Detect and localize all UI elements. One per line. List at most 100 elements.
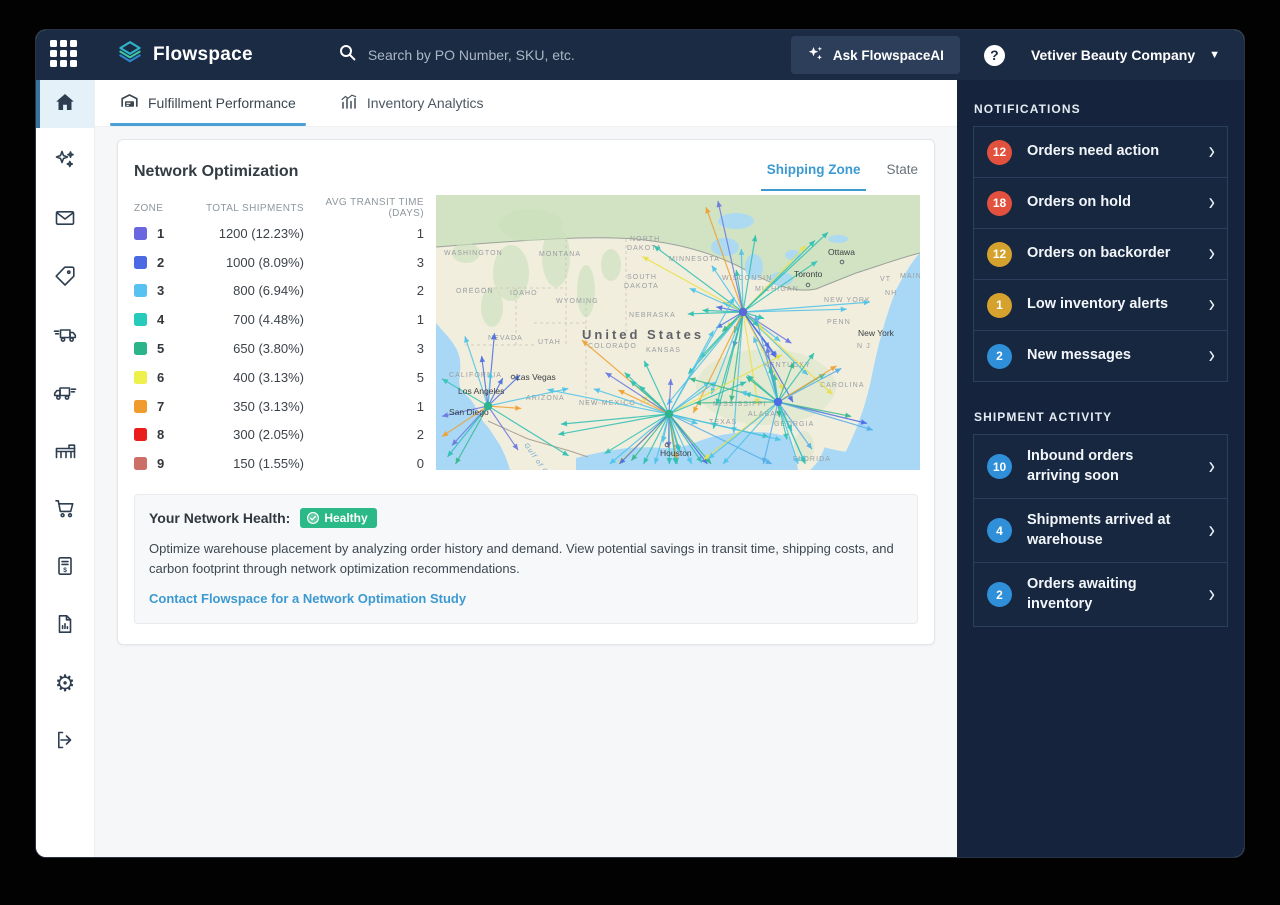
- zone-table: ZONETOTAL SHIPMENTSAVG TRANSIT TIME (DAY…: [134, 195, 424, 478]
- count-badge: 2: [987, 582, 1012, 607]
- app-window: Flowspace Search by PO Number, SKU, etc.…: [36, 30, 1244, 857]
- sidebar-item-mail[interactable]: [36, 196, 94, 244]
- sparkle-icon: [807, 45, 824, 65]
- notification-item[interactable]: 12Orders need action›: [973, 126, 1228, 178]
- sidebar-item-home[interactable]: [36, 80, 94, 128]
- shipment-activity-item[interactable]: 10Inbound orders arriving soon›: [973, 434, 1228, 499]
- zone-table-row[interactable]: 9150 (1.55%)0: [134, 449, 424, 478]
- shipment-activity-item[interactable]: 4Shipments arrived at warehouse›: [973, 498, 1228, 563]
- company-name: Vetiver Beauty Company: [1031, 47, 1195, 63]
- zone-number: 1: [157, 226, 164, 241]
- notifications-heading: NOTIFICATIONS: [974, 102, 1228, 116]
- sparkles-icon: [53, 148, 77, 177]
- sidebar-item-truck-outbound[interactable]: [36, 312, 94, 360]
- zone-number: 6: [157, 370, 164, 385]
- zone-number: 4: [157, 312, 164, 327]
- notification-item[interactable]: 18Orders on hold›: [973, 177, 1228, 229]
- map-state-label: WASHINGTON: [444, 250, 503, 257]
- map-state-label: UTAH: [538, 339, 561, 346]
- company-selector[interactable]: Vetiver Beauty Company ▼: [1031, 47, 1220, 63]
- item-label: Low inventory alerts: [1027, 295, 1185, 315]
- map-state-label: DAKOTA: [624, 283, 659, 290]
- item-label: Shipments arrived at warehouse: [1027, 511, 1185, 550]
- zone-color-swatch: [134, 400, 147, 413]
- shipment-activity-list: 10Inbound orders arriving soon›4Shipment…: [973, 434, 1228, 627]
- chevron-right-icon: ›: [1209, 189, 1215, 218]
- notification-item[interactable]: 2New messages›: [973, 330, 1228, 382]
- zone-table-row[interactable]: 3800 (6.94%)2: [134, 277, 424, 306]
- sidebar-item-cart[interactable]: [36, 486, 94, 534]
- zone-table-row[interactable]: 21000 (8.09%)3: [134, 248, 424, 277]
- chevron-right-icon: ›: [1209, 291, 1215, 320]
- item-label: Orders awaiting inventory: [1027, 575, 1185, 614]
- cart-icon: [53, 496, 77, 525]
- zone-table-row[interactable]: 11200 (12.23%)1: [134, 219, 424, 248]
- zone-shipments: 700 (4.48%): [180, 312, 304, 327]
- left-sidebar: $⚙: [36, 80, 95, 857]
- topbar: Flowspace Search by PO Number, SKU, etc.…: [36, 30, 1244, 80]
- map-city-label: Las Vegas: [516, 372, 556, 382]
- zone-shipments: 800 (6.94%): [180, 283, 304, 298]
- app-launcher-button[interactable]: [50, 40, 80, 70]
- sidebar-item-sparkles[interactable]: [36, 138, 94, 186]
- map-hub-dallas[interactable]: [665, 410, 673, 418]
- map-hub-chicago[interactable]: [739, 308, 747, 316]
- chevron-right-icon: ›: [1209, 240, 1215, 269]
- view-tab-shipping-zone[interactable]: Shipping Zone: [767, 162, 861, 181]
- sidebar-item-reports[interactable]: [36, 602, 94, 650]
- notification-item[interactable]: 1 Low inventory alerts ›: [973, 279, 1228, 331]
- sidebar-item-settings[interactable]: ⚙: [36, 660, 94, 708]
- help-icon[interactable]: ?: [984, 45, 1005, 66]
- zone-table-row[interactable]: 5650 (3.80%)3: [134, 334, 424, 363]
- map-state-label: CAROLINA: [820, 382, 865, 389]
- network-optimization-card: Network Optimization Shipping Zone State…: [117, 139, 935, 645]
- ask-flowspaceai-button[interactable]: Ask FlowspaceAI: [791, 36, 960, 74]
- count-badge: 4: [987, 518, 1012, 543]
- zone-table-row[interactable]: 8300 (2.05%)2: [134, 421, 424, 450]
- chevron-right-icon: ›: [1209, 452, 1215, 481]
- tab-label: Fulfillment Performance: [148, 95, 296, 111]
- zone-shipments: 150 (1.55%): [180, 456, 304, 471]
- map-state-label: NEBRASKA: [629, 312, 676, 319]
- health-description: Optimize warehouse placement by analyzin…: [149, 539, 903, 579]
- zone-transit: 2: [304, 283, 424, 298]
- health-status-badge: Healthy: [300, 508, 376, 528]
- item-label: Inbound orders arriving soon: [1027, 447, 1185, 486]
- contact-flowspace-link[interactable]: Contact Flowspace for a Network Optimati…: [149, 591, 466, 606]
- truck-outbound-icon: [52, 322, 78, 351]
- sidebar-item-logout[interactable]: [36, 718, 94, 766]
- notification-item[interactable]: 12Orders on backorder›: [973, 228, 1228, 280]
- zone-shipments: 300 (2.05%): [180, 427, 304, 442]
- zone-shipments: 1000 (8.09%): [180, 255, 304, 270]
- tag-icon: [53, 264, 77, 293]
- map-state-label: KANSAS: [646, 347, 681, 354]
- sidebar-item-billing[interactable]: $: [36, 544, 94, 592]
- zone-transit: 0: [304, 456, 424, 471]
- zone-color-swatch: [134, 371, 147, 384]
- tab-inventory-analytics[interactable]: Inventory Analytics: [340, 80, 484, 126]
- map-city-label: San Diego: [449, 407, 489, 417]
- sidebar-item-tag[interactable]: [36, 254, 94, 302]
- zone-table-row[interactable]: 7350 (3.13%)1: [134, 392, 424, 421]
- zone-table-row[interactable]: 6400 (3.13%)5: [134, 363, 424, 392]
- map-state-label: CALIFORNIA: [449, 372, 502, 379]
- map-country-label: United States: [582, 327, 704, 342]
- shipment-activity-item[interactable]: 2Orders awaiting inventory›: [973, 562, 1228, 627]
- count-badge: 1: [987, 293, 1012, 318]
- zone-color-swatch: [134, 428, 147, 441]
- zone-table-row[interactable]: 4700 (4.48%)1: [134, 305, 424, 334]
- map-state-label: NORTH: [630, 236, 660, 243]
- view-tab-state[interactable]: State: [886, 162, 918, 181]
- zone-shipments: 400 (3.13%): [180, 370, 304, 385]
- map-state-label: WISCONSIN: [722, 275, 772, 282]
- item-label: Orders need action: [1027, 142, 1185, 162]
- global-search-input[interactable]: Search by PO Number, SKU, etc.: [339, 44, 791, 66]
- item-label: Orders on backorder: [1027, 244, 1185, 264]
- tab-fulfillment-performance[interactable]: Fulfillment Performance: [120, 80, 296, 126]
- sidebar-item-truck-inbound[interactable]: [36, 370, 94, 418]
- home-icon: [53, 90, 77, 119]
- shipping-zone-map[interactable]: WASHINGTONMONTANAOREGONIDAHOWYOMINGNORTH…: [436, 195, 920, 470]
- map-hub-atlanta[interactable]: [774, 398, 782, 406]
- content-area: Network Optimization Shipping Zone State…: [95, 127, 957, 857]
- sidebar-item-warehouse[interactable]: [36, 428, 94, 476]
